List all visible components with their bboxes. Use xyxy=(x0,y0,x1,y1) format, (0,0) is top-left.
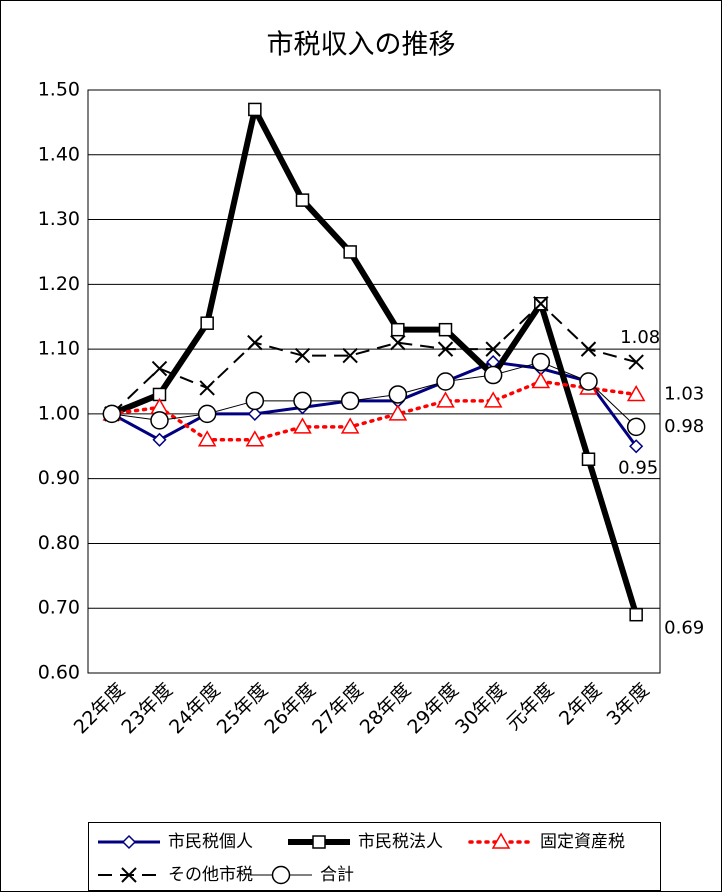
marker xyxy=(150,411,169,430)
legend-marker xyxy=(491,832,511,849)
legend-marker xyxy=(271,865,291,885)
legend-label: 市民税法人 xyxy=(358,832,443,852)
series-line xyxy=(110,379,638,442)
marker xyxy=(342,347,358,364)
marker xyxy=(102,404,122,424)
legend-box xyxy=(88,822,661,891)
marker xyxy=(580,341,597,357)
marker xyxy=(581,452,596,466)
marker xyxy=(197,430,217,447)
y-tick-label: 1.00 xyxy=(38,402,80,424)
marker xyxy=(531,371,551,389)
marker xyxy=(340,417,360,434)
series-line xyxy=(110,106,640,616)
legend-item: 固定資産税 xyxy=(468,832,625,852)
y-tick-label: 0.90 xyxy=(38,467,80,489)
marker xyxy=(388,404,408,421)
marker xyxy=(152,432,167,447)
marker xyxy=(438,322,453,337)
marker xyxy=(197,404,217,424)
y-tick-label: 1.50 xyxy=(38,79,80,101)
marker xyxy=(628,354,644,370)
marker xyxy=(629,439,644,454)
legend-marker xyxy=(312,835,326,849)
marker xyxy=(436,391,455,408)
marker xyxy=(483,365,503,385)
marker xyxy=(343,245,357,259)
y-tick-label: 1.20 xyxy=(38,273,80,295)
marker xyxy=(626,417,646,437)
legend-item: 市民税個人 xyxy=(98,832,253,852)
data-label: 0.95 xyxy=(618,457,658,478)
marker xyxy=(483,391,503,408)
marker xyxy=(293,391,312,411)
legend-label: 固定資産税 xyxy=(540,832,625,852)
plot-area xyxy=(87,89,661,674)
chart-title: 市税収入の推移 xyxy=(267,30,456,61)
marker xyxy=(247,406,262,421)
marker xyxy=(248,102,262,117)
legend-label: 合計 xyxy=(320,865,354,885)
marker xyxy=(626,384,646,402)
marker xyxy=(436,372,455,391)
marker xyxy=(247,334,263,351)
marker xyxy=(629,607,643,622)
marker xyxy=(294,347,311,364)
y-tick-label: 1.40 xyxy=(38,143,80,165)
marker xyxy=(579,372,598,391)
marker xyxy=(437,341,454,357)
y-tick-label: 1.30 xyxy=(38,208,80,230)
legend-item: 合計 xyxy=(250,865,354,885)
data-label: 1.03 xyxy=(664,383,704,404)
legend-marker xyxy=(121,834,137,850)
marker xyxy=(199,380,215,396)
marker xyxy=(388,385,408,404)
data-label: 0.98 xyxy=(664,416,704,437)
marker xyxy=(390,334,406,351)
marker xyxy=(200,316,214,330)
marker xyxy=(391,322,405,337)
marker xyxy=(533,296,549,312)
legend-label: その他市税 xyxy=(168,865,253,885)
marker xyxy=(340,391,360,411)
legend-label: 市民税個人 xyxy=(168,832,253,852)
marker xyxy=(245,430,265,447)
legend-marker xyxy=(121,867,137,883)
y-tick-label: 1.10 xyxy=(38,338,80,360)
data-label: 0.69 xyxy=(664,618,704,639)
y-tick-label: 0.80 xyxy=(38,532,80,554)
marker xyxy=(151,360,168,377)
y-tick-label: 0.60 xyxy=(38,662,80,684)
marker xyxy=(531,352,551,372)
data-label: 1.08 xyxy=(620,327,660,348)
legend-item: 市民税法人 xyxy=(288,832,443,852)
legend-item: その他市税 xyxy=(98,865,253,885)
y-tick-label: 0.70 xyxy=(38,597,80,619)
marker xyxy=(245,391,265,411)
marker xyxy=(295,193,310,207)
marker xyxy=(293,417,312,434)
marker xyxy=(485,341,501,357)
